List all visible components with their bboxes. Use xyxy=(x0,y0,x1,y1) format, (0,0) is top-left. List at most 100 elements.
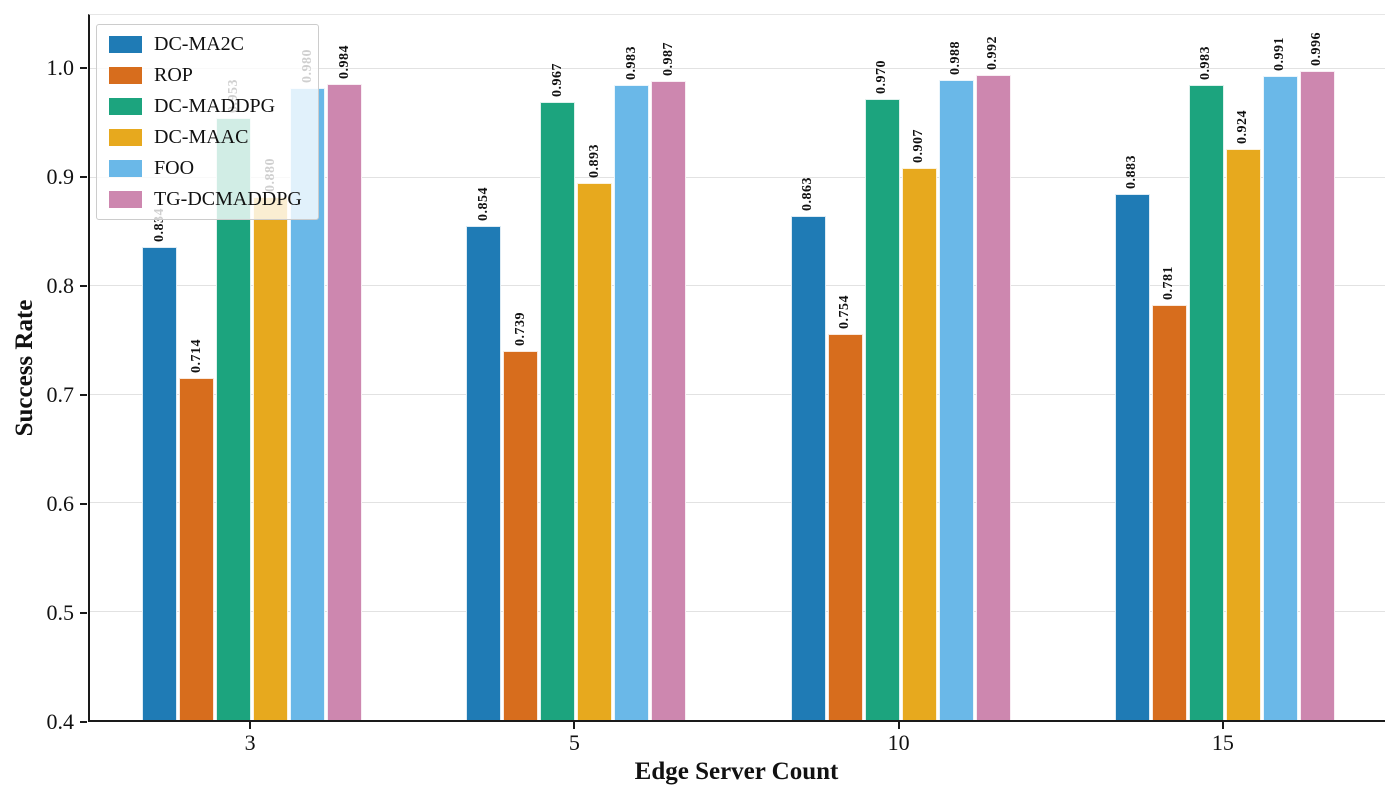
gridline xyxy=(90,393,1385,395)
gridline xyxy=(90,176,1385,178)
bar-FOO xyxy=(1262,76,1298,720)
x-tick-label: 3 xyxy=(244,730,256,755)
bar-value-label: 0.992 xyxy=(985,36,1001,71)
bar-cell: 0.983 xyxy=(1188,15,1224,720)
bar-FOO xyxy=(614,84,650,720)
y-tick-label: 0.8 xyxy=(46,273,75,299)
gridline xyxy=(90,68,1385,70)
x-tick-label: 10 xyxy=(887,730,910,755)
bar-DC-MAAC xyxy=(253,197,289,720)
bar-ROP xyxy=(179,377,215,720)
y-tick-mark xyxy=(80,176,87,179)
bar-value-label: 0.988 xyxy=(948,40,964,75)
bar-value-label: 0.754 xyxy=(837,295,853,330)
bar-cell: 0.996 xyxy=(1299,15,1335,720)
bar-value-label: 0.983 xyxy=(623,45,639,80)
bar-value-label: 0.924 xyxy=(1235,110,1251,145)
legend-label: FOO xyxy=(154,157,195,179)
bar-DC-MA2C xyxy=(142,247,178,720)
bar-cell: 0.924 xyxy=(1225,15,1261,720)
bar-cell: 0.880 xyxy=(253,15,289,720)
legend-swatch-icon xyxy=(109,129,142,146)
legend-label: DC-MADDPG xyxy=(154,95,276,117)
bar-group-5: 0.854 0.739 0.967 0.893 0.983 0.987 xyxy=(466,15,687,720)
legend-swatch-icon xyxy=(109,67,142,84)
bar-cell: 0.754 xyxy=(827,15,863,720)
legend-label: DC-MAAC xyxy=(154,126,249,148)
bar-TG-DCMADDPG xyxy=(975,75,1011,720)
bar-cell: 0.987 xyxy=(651,15,687,720)
bar-TG-DCMADDPG xyxy=(327,83,363,720)
x-tick-mark xyxy=(1221,722,1224,729)
bar-value-label: 0.967 xyxy=(549,63,565,98)
bar-group-10: 0.863 0.754 0.970 0.907 0.988 0.992 xyxy=(790,15,1011,720)
bar-TG-DCMADDPG xyxy=(651,80,687,720)
bar-value-label: 0.781 xyxy=(1161,266,1177,301)
y-tick-label: 0.7 xyxy=(46,382,75,408)
bar-value-label: 0.893 xyxy=(586,144,602,179)
y-tick-label: 0.5 xyxy=(46,600,75,626)
bar-cell: 0.781 xyxy=(1151,15,1187,720)
bar-cell: 0.991 xyxy=(1262,15,1298,720)
bar-value-label: 0.883 xyxy=(1124,154,1140,189)
legend-swatch-icon xyxy=(109,36,142,53)
bar-ROP xyxy=(503,350,539,720)
legend-swatch-icon xyxy=(109,160,142,177)
bar-cell: 0.834 xyxy=(142,15,178,720)
x-tick-mark xyxy=(897,722,900,729)
legend-label: ROP xyxy=(154,64,193,86)
bar-value-label: 0.984 xyxy=(336,44,352,79)
bar-value-label: 0.987 xyxy=(660,41,676,76)
bar-DC-MADDPG xyxy=(864,99,900,720)
gridline xyxy=(90,285,1385,287)
y-tick-mark xyxy=(80,721,87,723)
bar-cell: 0.984 xyxy=(327,15,363,720)
legend-swatch-icon xyxy=(109,98,142,115)
bar-DC-MA2C xyxy=(1114,193,1150,720)
bar-ROP xyxy=(1151,305,1187,720)
legend-label: TG-DCMADDPG xyxy=(154,188,302,210)
bar-cell: 0.863 xyxy=(790,15,826,720)
legend-item-TG-DCMADDPG: TG-DCMADDPG xyxy=(109,189,302,210)
bar-cell: 0.714 xyxy=(179,15,215,720)
bar-value-label: 0.991 xyxy=(1272,37,1288,72)
legend-label: DC-MA2C xyxy=(154,33,245,55)
bar-value-label: 0.739 xyxy=(512,311,528,346)
legend: DC-MA2C ROP DC-MADDPG DC-MAAC FOO TG-DCMADDPG xyxy=(96,24,319,220)
legend-item-FOO: FOO xyxy=(109,158,302,179)
x-tick-label: 5 xyxy=(568,730,580,755)
y-tick-label: 0.9 xyxy=(46,164,75,190)
bar-DC-MAAC xyxy=(1225,149,1261,720)
y-tick-label: 0.6 xyxy=(46,491,75,517)
y-tick-mark xyxy=(80,503,87,506)
bar-cell: 0.854 xyxy=(466,15,502,720)
bar-cell: 0.988 xyxy=(938,15,974,720)
bar-DC-MAAC xyxy=(577,183,613,720)
x-tick-mark xyxy=(573,722,576,729)
bar-cell: 0.983 xyxy=(614,15,650,720)
bar-value-label: 0.983 xyxy=(1198,45,1214,80)
bar-value-label: 0.863 xyxy=(800,176,816,211)
x-axis-title: Edge Server Count xyxy=(634,758,839,785)
y-tick-label: 1.0 xyxy=(46,55,75,81)
bar-value-label: 0.854 xyxy=(475,186,491,221)
x-tick-label: 15 xyxy=(1211,730,1234,755)
y-tick-mark xyxy=(80,67,87,70)
bar-DC-MA2C xyxy=(466,225,502,720)
bar-value-label: 0.714 xyxy=(188,338,204,373)
bar-cell: 0.967 xyxy=(540,15,576,720)
legend-item-ROP: ROP xyxy=(109,65,302,86)
y-tick-mark xyxy=(80,285,87,288)
bar-FOO xyxy=(938,79,974,720)
y-tick-mark xyxy=(80,612,87,615)
legend-item-DC-MA2C: DC-MA2C xyxy=(109,34,302,55)
bar-cell: 0.970 xyxy=(864,15,900,720)
bar-value-label: 0.907 xyxy=(911,128,927,163)
legend-item-DC-MAAC: DC-MAAC xyxy=(109,127,302,148)
bar-DC-MAAC xyxy=(901,167,937,720)
bar-cell: 0.883 xyxy=(1114,15,1150,720)
gridline xyxy=(90,610,1385,612)
bar-value-label: 0.996 xyxy=(1309,31,1325,66)
bar-cell: 0.893 xyxy=(577,15,613,720)
